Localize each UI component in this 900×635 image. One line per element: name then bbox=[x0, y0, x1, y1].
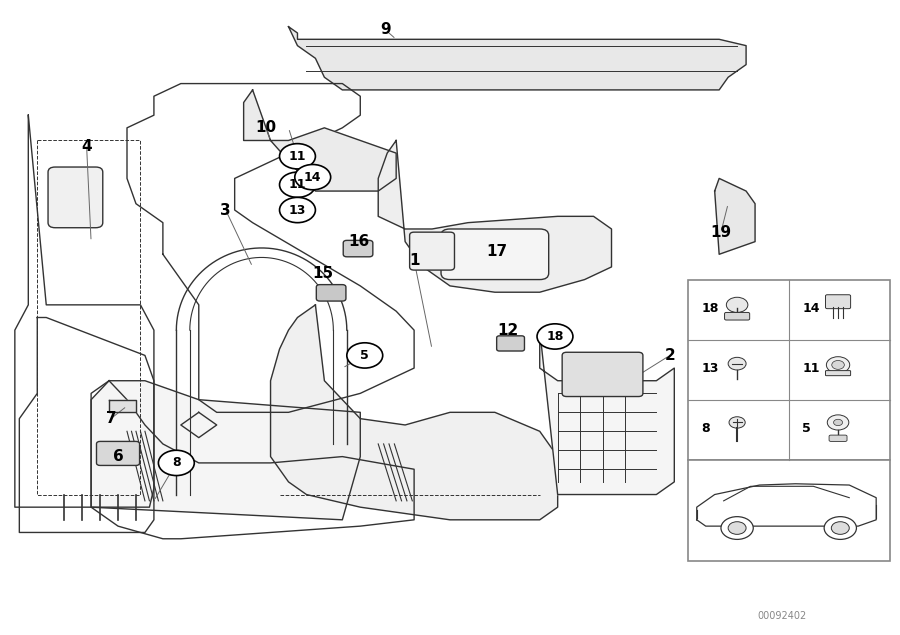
Circle shape bbox=[729, 417, 745, 428]
FancyBboxPatch shape bbox=[343, 241, 373, 257]
Text: 18: 18 bbox=[701, 302, 718, 314]
Text: 16: 16 bbox=[348, 234, 369, 249]
FancyBboxPatch shape bbox=[497, 336, 525, 351]
Text: 13: 13 bbox=[289, 204, 306, 217]
Text: 1: 1 bbox=[409, 253, 419, 268]
FancyBboxPatch shape bbox=[316, 284, 346, 301]
Polygon shape bbox=[109, 399, 136, 412]
Circle shape bbox=[827, 415, 849, 430]
Text: 6: 6 bbox=[112, 449, 123, 464]
Text: 12: 12 bbox=[498, 323, 519, 338]
FancyBboxPatch shape bbox=[688, 279, 889, 460]
Text: 00092402: 00092402 bbox=[757, 611, 806, 621]
Text: 14: 14 bbox=[802, 302, 820, 314]
Text: 10: 10 bbox=[256, 121, 276, 135]
FancyBboxPatch shape bbox=[724, 312, 750, 320]
Circle shape bbox=[832, 522, 850, 534]
FancyBboxPatch shape bbox=[48, 167, 103, 228]
FancyBboxPatch shape bbox=[410, 232, 454, 270]
Text: 3: 3 bbox=[220, 203, 231, 218]
Circle shape bbox=[537, 324, 573, 349]
Text: 18: 18 bbox=[546, 330, 563, 343]
Polygon shape bbox=[271, 305, 558, 520]
Text: 15: 15 bbox=[312, 265, 333, 281]
Text: 5: 5 bbox=[360, 349, 369, 362]
FancyBboxPatch shape bbox=[688, 460, 889, 561]
Circle shape bbox=[280, 172, 315, 197]
Text: 2: 2 bbox=[664, 348, 675, 363]
Circle shape bbox=[295, 164, 330, 190]
Circle shape bbox=[728, 358, 746, 370]
Polygon shape bbox=[378, 140, 611, 292]
Circle shape bbox=[728, 522, 746, 534]
Circle shape bbox=[346, 343, 382, 368]
Circle shape bbox=[833, 419, 842, 425]
Polygon shape bbox=[289, 27, 746, 90]
Text: 9: 9 bbox=[380, 22, 391, 37]
FancyBboxPatch shape bbox=[96, 441, 140, 465]
Text: 5: 5 bbox=[802, 422, 811, 434]
Circle shape bbox=[280, 197, 315, 223]
Text: 4: 4 bbox=[81, 139, 92, 154]
Text: 11: 11 bbox=[802, 361, 820, 375]
Text: 7: 7 bbox=[105, 411, 116, 426]
Circle shape bbox=[826, 357, 850, 373]
Circle shape bbox=[721, 517, 753, 539]
Circle shape bbox=[726, 297, 748, 312]
Text: 8: 8 bbox=[172, 457, 181, 469]
Circle shape bbox=[280, 144, 315, 169]
Polygon shape bbox=[91, 381, 360, 520]
Circle shape bbox=[832, 361, 844, 370]
Text: 14: 14 bbox=[304, 171, 321, 184]
Text: 11: 11 bbox=[289, 150, 306, 163]
Circle shape bbox=[824, 517, 857, 539]
Text: 19: 19 bbox=[710, 225, 732, 239]
Polygon shape bbox=[540, 330, 674, 495]
Polygon shape bbox=[715, 178, 755, 254]
Text: 11: 11 bbox=[289, 178, 306, 191]
FancyBboxPatch shape bbox=[829, 435, 847, 441]
Text: 13: 13 bbox=[701, 361, 718, 375]
FancyBboxPatch shape bbox=[825, 295, 850, 309]
FancyBboxPatch shape bbox=[441, 229, 549, 279]
Circle shape bbox=[158, 450, 194, 476]
FancyBboxPatch shape bbox=[562, 352, 643, 396]
Text: 17: 17 bbox=[486, 244, 508, 258]
Polygon shape bbox=[244, 90, 396, 191]
Text: 8: 8 bbox=[701, 422, 710, 434]
FancyBboxPatch shape bbox=[825, 371, 850, 376]
